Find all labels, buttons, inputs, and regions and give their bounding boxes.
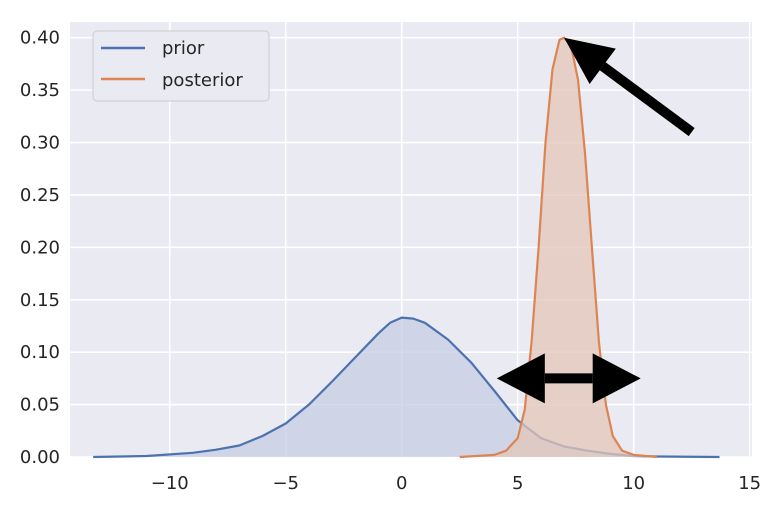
arrow-shaft bbox=[599, 62, 695, 137]
legend-label-prior: prior bbox=[162, 38, 205, 59]
x-tick-label: −5 bbox=[272, 473, 299, 494]
x-axis-ticks: −10 −5 0 5 10 15 bbox=[151, 473, 761, 494]
x-tick-label: 5 bbox=[512, 473, 523, 494]
legend: prior posterior bbox=[92, 30, 270, 102]
grid bbox=[70, 22, 752, 458]
double-arrow-head-right bbox=[592, 353, 641, 404]
series-area-posterior bbox=[459, 37, 657, 457]
y-tick-label: 0.15 bbox=[20, 290, 60, 311]
y-axis-ticks: 0.00 0.05 0.10 0.15 0.20 0.25 0.30 0.35 0.40 bbox=[20, 28, 60, 468]
y-tick-label: 0.05 bbox=[20, 395, 60, 416]
y-tick-label: 0.10 bbox=[20, 342, 60, 363]
y-tick-label: 0.00 bbox=[20, 447, 60, 468]
y-tick-label: 0.40 bbox=[20, 28, 60, 49]
x-tick-label: −10 bbox=[151, 473, 189, 494]
y-tick-label: 0.35 bbox=[20, 80, 60, 101]
arrow-head bbox=[564, 37, 616, 84]
x-tick-label: 10 bbox=[622, 473, 645, 494]
y-tick-label: 0.25 bbox=[20, 185, 60, 206]
x-tick-label: 0 bbox=[396, 473, 407, 494]
y-tick-label: 0.30 bbox=[20, 133, 60, 154]
series-area-prior bbox=[93, 317, 720, 457]
double-arrow-head-left bbox=[496, 353, 545, 404]
y-tick-label: 0.20 bbox=[20, 237, 60, 258]
annotation-layer bbox=[496, 37, 695, 404]
legend-label-posterior: posterior bbox=[162, 70, 243, 91]
x-tick-label: 15 bbox=[738, 473, 761, 494]
